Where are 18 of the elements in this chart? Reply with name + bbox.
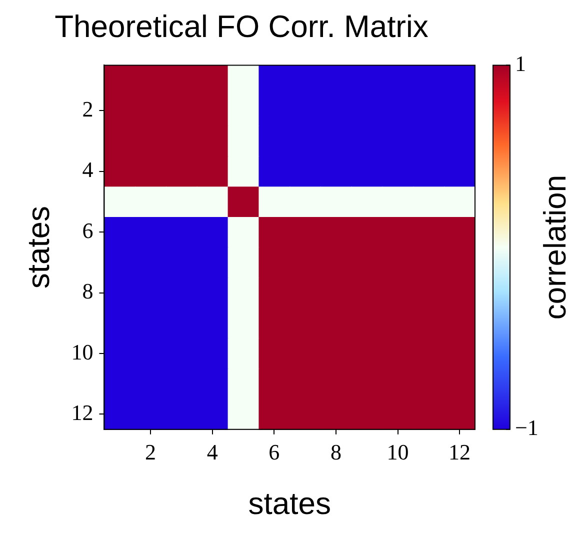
y-axis-title: states bbox=[21, 206, 56, 289]
y-tick-label: 12 bbox=[71, 400, 94, 426]
chart-title: Theoretical FO Corr. Matrix bbox=[54, 9, 429, 44]
y-tick-label: 4 bbox=[82, 157, 94, 182]
x-tick-label: 2 bbox=[145, 439, 156, 464]
y-tick-label: 2 bbox=[82, 96, 94, 122]
x-tick-label: 12 bbox=[448, 439, 471, 464]
y-tick-label: 6 bbox=[82, 218, 94, 243]
x-tick-label: 10 bbox=[386, 439, 409, 464]
x-tick-label: 4 bbox=[206, 439, 218, 464]
color-bar-title: correlation bbox=[538, 174, 571, 320]
color-bar-label: −1 bbox=[515, 415, 538, 440]
color-bar-label: 1 bbox=[515, 50, 526, 76]
x-tick-label: 8 bbox=[330, 439, 342, 464]
x-tick-label: 6 bbox=[268, 439, 280, 464]
y-tick-label: 8 bbox=[82, 278, 94, 304]
x-axis-title: states bbox=[248, 486, 331, 521]
y-tick-label: 10 bbox=[71, 339, 94, 364]
